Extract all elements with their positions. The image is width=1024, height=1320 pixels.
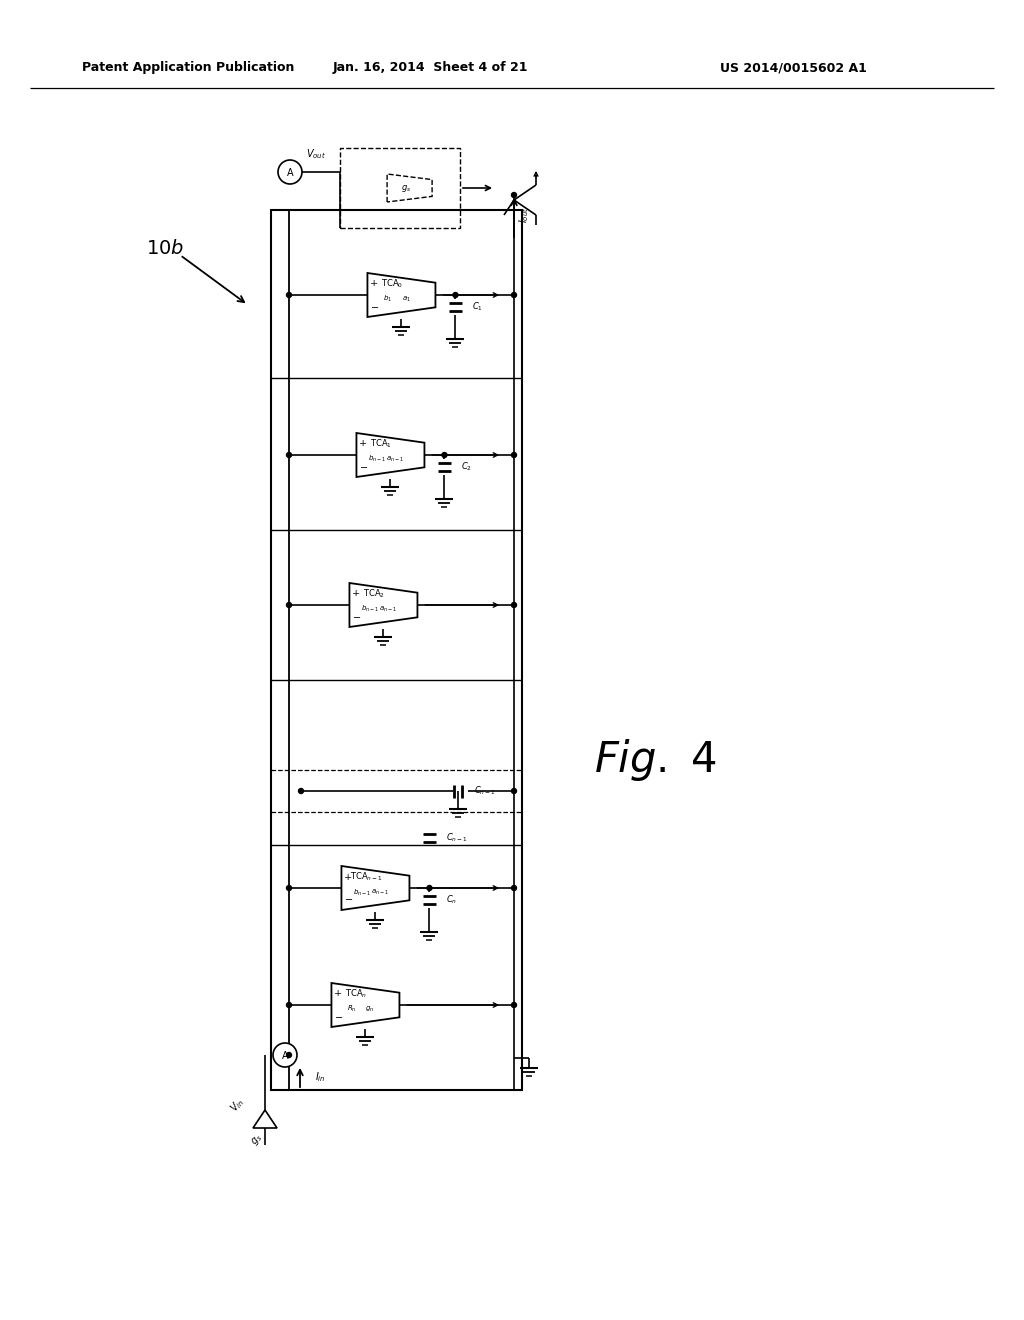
Text: $\mathrm{TCA}_{0}$: $\mathrm{TCA}_{0}$ [381, 277, 403, 290]
Text: $\mathrm{TCA}_{1}$: $\mathrm{TCA}_{1}$ [370, 438, 392, 450]
Text: $C_{n-1}$: $C_{n-1}$ [445, 832, 468, 845]
Text: Patent Application Publication: Patent Application Publication [82, 62, 294, 74]
Circle shape [512, 788, 516, 793]
Circle shape [427, 886, 432, 891]
Text: $R_n$: $R_n$ [347, 1005, 356, 1015]
Text: $b_{n-1}$: $b_{n-1}$ [360, 605, 379, 615]
Circle shape [287, 293, 292, 297]
Polygon shape [332, 983, 399, 1027]
Text: $\mathrm{A}$: $\mathrm{A}$ [286, 166, 294, 178]
Text: +: + [352, 590, 360, 598]
Text: $-$: $-$ [358, 462, 368, 470]
Text: $-$: $-$ [370, 301, 379, 310]
Circle shape [512, 453, 516, 458]
Text: $I_{out}$: $I_{out}$ [517, 207, 530, 223]
Text: $a_{n-1}$: $a_{n-1}$ [379, 605, 397, 614]
Text: $g_s$: $g_s$ [400, 182, 411, 194]
Circle shape [512, 293, 516, 297]
Circle shape [442, 453, 446, 458]
Circle shape [299, 788, 303, 793]
Text: $\mathit{Fig.}\ \mathit{4}$: $\mathit{Fig.}\ \mathit{4}$ [594, 737, 717, 783]
Polygon shape [356, 433, 424, 477]
Text: $-$: $-$ [334, 1011, 343, 1020]
Text: $C_n$: $C_n$ [445, 894, 457, 907]
Polygon shape [368, 273, 435, 317]
Text: $g_s$: $g_s$ [249, 1131, 265, 1148]
Text: $C_2$: $C_2$ [461, 461, 472, 474]
Text: +: + [344, 873, 352, 882]
Circle shape [287, 886, 292, 891]
Polygon shape [341, 866, 410, 909]
Text: $b_{n-1}$: $b_{n-1}$ [353, 887, 371, 898]
Circle shape [287, 453, 292, 458]
Text: $\mathit{10b}$: $\mathit{10b}$ [145, 239, 184, 257]
Text: $a_1$: $a_1$ [401, 294, 411, 304]
Text: $\mathrm{TCA}_{n}$: $\mathrm{TCA}_{n}$ [345, 987, 367, 1001]
Text: +: + [371, 280, 379, 289]
Text: $V_{out}$: $V_{out}$ [306, 147, 326, 161]
Text: $C_{n-1}$: $C_{n-1}$ [474, 785, 496, 797]
Circle shape [278, 160, 302, 183]
Text: $-$: $-$ [344, 895, 353, 903]
Text: $g_n$: $g_n$ [366, 1005, 375, 1014]
Polygon shape [253, 1110, 278, 1129]
Text: $a_{n-1}$: $a_{n-1}$ [371, 888, 389, 898]
Text: US 2014/0015602 A1: US 2014/0015602 A1 [720, 62, 867, 74]
Circle shape [512, 602, 516, 607]
Text: $C_1$: $C_1$ [472, 301, 483, 313]
Bar [340, 148, 460, 228]
Text: $a_{n-1}$: $a_{n-1}$ [386, 455, 404, 465]
Text: $b_{n-1}$: $b_{n-1}$ [368, 454, 386, 465]
Circle shape [273, 1043, 297, 1067]
Text: $\mathrm{TCA}_{2}$: $\mathrm{TCA}_{2}$ [364, 587, 385, 601]
Text: $\mathrm{TCA}_{n-1}$: $\mathrm{TCA}_{n-1}$ [349, 871, 382, 883]
Text: $V_{in}$: $V_{in}$ [227, 1096, 247, 1115]
Circle shape [512, 193, 516, 198]
Circle shape [287, 602, 292, 607]
Polygon shape [349, 583, 418, 627]
Circle shape [453, 293, 458, 297]
Circle shape [287, 1052, 292, 1057]
Text: +: + [359, 440, 368, 449]
Circle shape [512, 1002, 516, 1007]
Text: $-$: $-$ [352, 611, 361, 620]
Circle shape [512, 886, 516, 891]
Text: $\mathrm{A}$: $\mathrm{A}$ [281, 1049, 290, 1061]
Text: +: + [334, 990, 343, 998]
Text: Jan. 16, 2014  Sheet 4 of 21: Jan. 16, 2014 Sheet 4 of 21 [332, 62, 527, 74]
Circle shape [287, 1002, 292, 1007]
Text: $I_{in}$: $I_{in}$ [315, 1071, 326, 1084]
Bar [271, 210, 522, 1090]
Text: $b_1$: $b_1$ [383, 294, 392, 305]
